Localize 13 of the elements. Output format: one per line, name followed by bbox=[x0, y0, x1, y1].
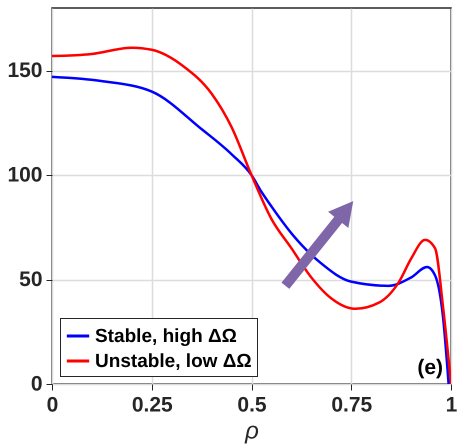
y-tick-label: 150 bbox=[7, 59, 42, 82]
x-tick-label: 0 bbox=[46, 394, 58, 416]
x-axis-title: ρ bbox=[244, 418, 260, 444]
legend-label: Unstable, low ΔΩ bbox=[95, 351, 252, 372]
y-tick-label: 0 bbox=[30, 372, 42, 396]
x-tick-label: 0.25 bbox=[132, 394, 174, 416]
y-tick-label: 100 bbox=[7, 164, 42, 187]
x-tick-label: 1 bbox=[446, 394, 458, 416]
x-tick-label: 0.75 bbox=[331, 394, 373, 416]
legend-label: Stable, high ΔΩ bbox=[95, 326, 237, 347]
x-tick-label: 0.5 bbox=[237, 394, 267, 416]
annotation: (e) bbox=[417, 356, 443, 379]
y-tick-label: 50 bbox=[19, 268, 42, 292]
